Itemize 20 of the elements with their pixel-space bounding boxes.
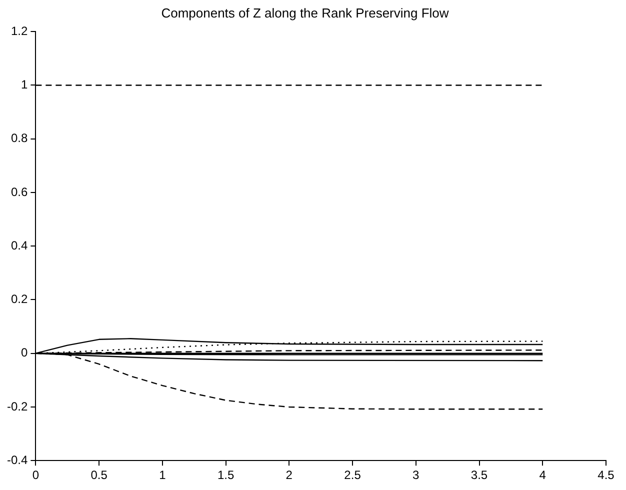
- x-tick-label: 2: [286, 468, 293, 482]
- x-tick-label: 2.5: [344, 468, 362, 482]
- x-tick-label: 0: [32, 468, 40, 482]
- x-tick-label: 4: [539, 468, 546, 482]
- y-tick-label: -0.2: [6, 399, 28, 414]
- x-tick-label: 3: [412, 468, 420, 482]
- y-tick-label: 0.6: [10, 184, 28, 199]
- x-tick-label: 4.5: [598, 468, 615, 482]
- y-tick-label: 1.2: [10, 24, 28, 38]
- chart-title: Components of Z along the Rank Preserving Flow: [161, 5, 450, 20]
- y-tick-label: 0.8: [10, 131, 28, 146]
- x-tick-label: 3.5: [470, 468, 488, 482]
- y-tick-label: 0.4: [10, 238, 28, 252]
- x-tick-label: 1.5: [217, 468, 234, 482]
- y-tick-label: -0.4: [6, 452, 28, 467]
- x-tick-label: 0.5: [90, 468, 108, 482]
- x-tick-label: 1: [159, 468, 166, 482]
- y-tick-label: 0.2: [10, 292, 28, 306]
- y-tick-label: 0: [20, 346, 28, 360]
- y-tick-label: 1: [20, 78, 28, 92]
